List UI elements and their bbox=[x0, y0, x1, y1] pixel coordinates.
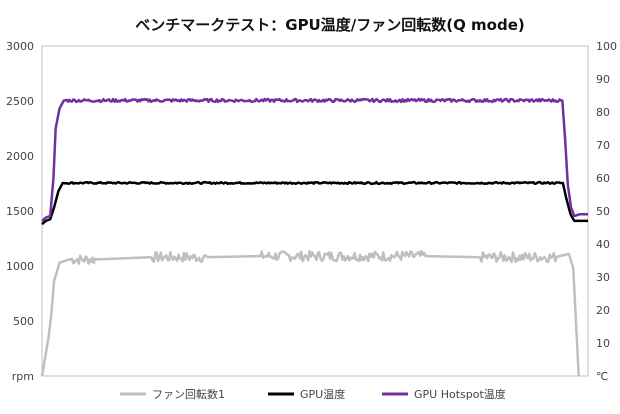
left-axis-unit: rpm bbox=[12, 370, 34, 383]
plot-area bbox=[41, 45, 589, 377]
series-line-2 bbox=[41, 97, 588, 222]
left-tick-label: 2000 bbox=[6, 150, 34, 163]
left-axis: 500 1000 1500 2000 2500 3000 bbox=[6, 40, 34, 328]
left-tick-label: 500 bbox=[13, 315, 34, 328]
right-tick-label: 40 bbox=[596, 238, 610, 251]
series-line-1 bbox=[41, 180, 588, 226]
legend-label: GPU Hotspot温度 bbox=[414, 387, 506, 401]
right-tick-label: 10 bbox=[596, 337, 610, 350]
left-tick-label: 1000 bbox=[6, 260, 34, 273]
legend: ファン回転数1 GPU温度 GPU Hotspot温度 bbox=[120, 387, 506, 401]
right-tick-label: 70 bbox=[596, 139, 610, 152]
right-tick-label: 20 bbox=[596, 304, 610, 317]
right-tick-label: 80 bbox=[596, 106, 610, 119]
left-tick-label: 3000 bbox=[6, 40, 34, 53]
right-axis: 10 20 30 40 50 60 70 80 90 100 bbox=[596, 40, 617, 350]
legend-label: ファン回転数1 bbox=[152, 388, 225, 401]
right-tick-label: 30 bbox=[596, 271, 610, 284]
right-axis-unit: ℃ bbox=[596, 370, 608, 383]
legend-label: GPU温度 bbox=[300, 387, 345, 401]
chart-title: ベンチマークテスト：GPU温度/ファン回転数(Q mode) bbox=[135, 16, 525, 34]
right-tick-label: 50 bbox=[596, 205, 610, 218]
series-layer bbox=[40, 97, 588, 377]
left-tick-label: 1500 bbox=[6, 205, 34, 218]
series-line-0 bbox=[40, 249, 580, 377]
right-tick-label: 100 bbox=[596, 40, 617, 53]
right-tick-label: 90 bbox=[596, 73, 610, 86]
right-tick-label: 60 bbox=[596, 172, 610, 185]
left-tick-label: 2500 bbox=[6, 95, 34, 108]
